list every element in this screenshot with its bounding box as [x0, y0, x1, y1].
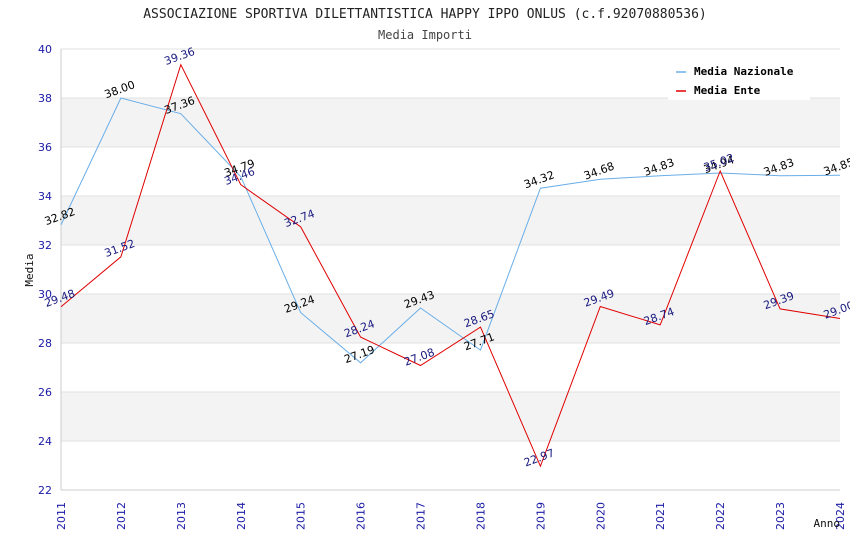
y-tick-labels: 22 24 26 28 30 32 34 36 38 40	[38, 43, 52, 497]
y-tick-label: 24	[38, 435, 52, 448]
y-tick-label: 32	[38, 239, 52, 252]
x-tick-label: 2014	[235, 502, 248, 530]
x-tick-label: 2011	[55, 502, 68, 530]
legend-label-media-ente: Media Ente	[694, 84, 761, 97]
data-label: 22.97	[522, 446, 556, 469]
series-line-media-ente	[60, 63, 841, 468]
x-tick-label: 2021	[654, 502, 667, 530]
x-tick-label: 2018	[474, 502, 487, 530]
data-label: 27.19	[342, 343, 376, 366]
x-tick-label: 2020	[594, 502, 607, 530]
y-tick-label: 26	[38, 386, 52, 399]
y-tick-label: 22	[38, 484, 52, 497]
y-tick-label: 28	[38, 337, 52, 350]
y-tick-label: 40	[38, 43, 52, 56]
y-axis-label: Media	[23, 253, 36, 286]
chart-subtitle: Media Importi	[378, 28, 472, 42]
x-tick-label: 2019	[534, 502, 547, 530]
x-tick-label: 2022	[714, 502, 727, 530]
y-tick-label: 36	[38, 141, 52, 154]
y-tick-label: 30	[38, 288, 52, 301]
grid-band	[61, 196, 840, 245]
x-tick-label: 2023	[774, 502, 787, 530]
x-tick-label: 2016	[355, 502, 368, 530]
grid-band	[61, 294, 840, 343]
chart-title: ASSOCIAZIONE SPORTIVA DILETTANTISTICA HA…	[143, 7, 707, 22]
y-tick-label: 34	[38, 190, 52, 203]
y-tick-label: 38	[38, 92, 52, 105]
x-tick-label: 2015	[295, 502, 308, 530]
x-tick-label: 2013	[175, 502, 188, 530]
legend-label-media-nazionale: Media Nazionale	[694, 65, 794, 78]
grid-band	[61, 98, 840, 147]
x-tick-labels: 2011 2012 2013 2014 2015 2016 2017 2018 2019 2020…	[55, 502, 847, 530]
grid-band	[61, 392, 840, 441]
x-axis-label: Anno	[814, 517, 841, 530]
x-tick-label: 2017	[415, 502, 428, 530]
x-tick-label: 2012	[115, 502, 128, 530]
data-label: 34.32	[522, 168, 556, 191]
data-label: 39.36	[163, 45, 197, 68]
series-lines	[60, 63, 841, 468]
grid-bands	[61, 98, 840, 441]
legend-background	[668, 60, 810, 100]
series-line-media-nazionale	[60, 97, 841, 364]
x-tick-label: 2024	[834, 502, 847, 530]
legend: Media Nazionale Media Ente	[668, 60, 810, 100]
